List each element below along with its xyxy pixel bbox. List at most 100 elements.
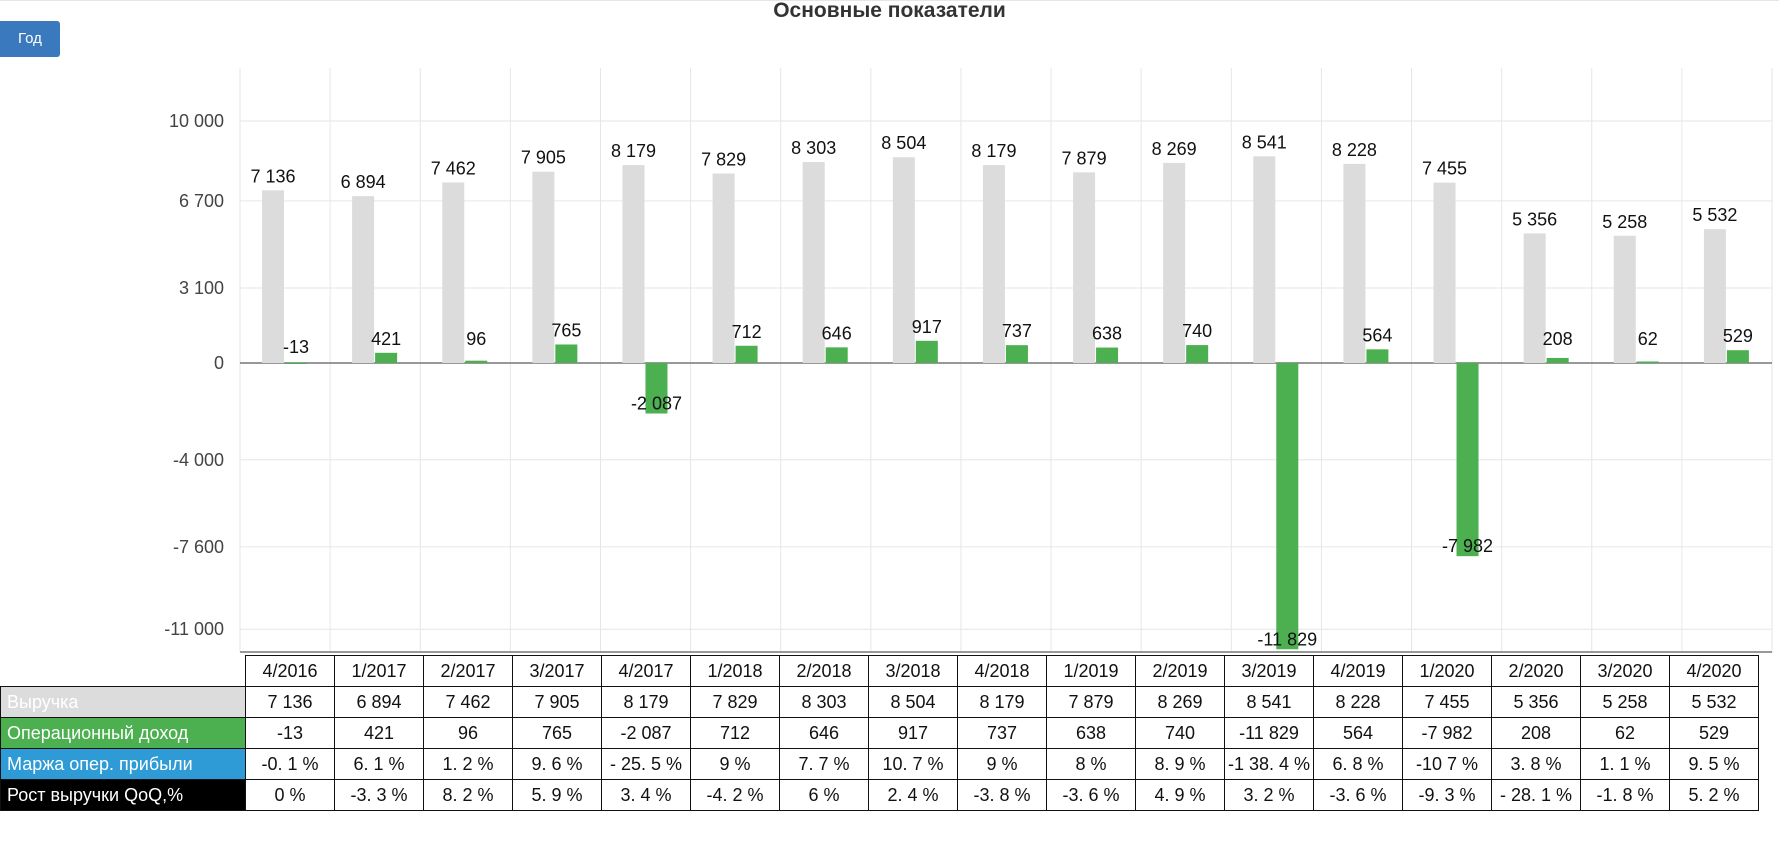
table-cell: -9. 3 %	[1402, 779, 1492, 811]
table-cell: 8 179	[957, 686, 1047, 718]
table-cell: 6. 8 %	[1313, 748, 1403, 780]
operating-income-bar	[1636, 361, 1659, 363]
operating-income-data-label: 638	[1092, 324, 1122, 344]
table-cell: - 28. 1 %	[1491, 779, 1581, 811]
table-cell: 1. 2 %	[423, 748, 513, 780]
y-tick-label: 0	[214, 353, 224, 373]
table-cell: 8 228	[1313, 686, 1403, 718]
table-cell: -3. 3 %	[334, 779, 424, 811]
table-header-cell: 4/2018	[957, 655, 1047, 687]
y-tick-label: 6 700	[179, 191, 224, 211]
table-cell: -3. 8 %	[957, 779, 1047, 811]
operating-income-bar	[1726, 350, 1749, 363]
operating-income-data-label: 646	[822, 323, 852, 343]
operating-income-data-label: -2 087	[631, 394, 682, 414]
operating-income-data-label: 740	[1182, 321, 1212, 341]
table-header-cell: 4/2016	[245, 655, 335, 687]
table-header-row: 4/2016 1/2017 2/2017 3/2017 4/2017 1/2018 2/20…	[1, 655, 1759, 687]
table-cell: 62	[1580, 717, 1670, 749]
table-cell: 8 %	[1046, 748, 1136, 780]
table-cell: - 25. 5 %	[601, 748, 691, 780]
table-cell: 8 269	[1135, 686, 1225, 718]
revenue-data-label: 7 905	[521, 148, 566, 168]
table-cell: 7 829	[690, 686, 780, 718]
revenue-data-label: 8 179	[971, 141, 1016, 161]
operating-income-data-label: 421	[371, 329, 401, 349]
table-cell: -1 38. 4 %	[1224, 748, 1314, 780]
table-cell: 9. 6 %	[512, 748, 602, 780]
table-cell: 7 879	[1046, 686, 1136, 718]
table-cell: 8 541	[1224, 686, 1314, 718]
table-cell: -13	[245, 717, 335, 749]
table-cell: 1. 1 %	[1580, 748, 1670, 780]
table-cell: 7 455	[1402, 686, 1492, 718]
revenue-data-label: 5 532	[1692, 205, 1737, 225]
revenue-bar	[892, 157, 915, 363]
table-cell: -4. 2 %	[690, 779, 780, 811]
table-row-label: Маржа опер. прибыли	[0, 748, 246, 780]
year-period-button[interactable]: Год	[0, 21, 60, 57]
revenue-bar	[982, 165, 1005, 363]
revenue-data-label: 6 894	[341, 172, 386, 192]
revenue-data-label: 8 504	[881, 133, 926, 153]
revenue-bar	[1703, 229, 1726, 363]
revenue-data-label: 7 879	[1062, 148, 1107, 168]
operating-income-data-label: 62	[1638, 329, 1658, 349]
table-header-cell: 4/2020	[1669, 655, 1759, 687]
table-cell: -11 829	[1224, 717, 1314, 749]
operating-income-data-label: -7 982	[1442, 536, 1493, 556]
revenue-bar	[532, 171, 555, 363]
revenue-bar	[1523, 233, 1546, 363]
operating-income-bar	[375, 352, 398, 363]
table-cell: 9 %	[957, 748, 1047, 780]
y-tick-label: -4 000	[173, 450, 224, 470]
table-cell: 3. 8 %	[1491, 748, 1581, 780]
revenue-bar	[712, 173, 735, 363]
revenue-data-label: 8 269	[1152, 139, 1197, 159]
data-table: 4/2016 1/2017 2/2017 3/2017 4/2017 1/2018 2/20…	[0, 655, 1759, 811]
table-cell: -2 087	[601, 717, 691, 749]
table-cell: 8. 9 %	[1135, 748, 1225, 780]
operating-income-data-label: 96	[466, 329, 486, 349]
table-cell: 208	[1491, 717, 1581, 749]
operating-income-bar	[285, 363, 307, 364]
revenue-bar	[442, 182, 465, 363]
revenue-bar	[1253, 156, 1276, 363]
revenue-bar	[622, 165, 645, 363]
table-cell: 10. 7 %	[868, 748, 958, 780]
table-header-cell: 1/2017	[334, 655, 424, 687]
table-cell: 5. 9 %	[512, 779, 602, 811]
revenue-data-label: 7 455	[1422, 159, 1467, 179]
operating-income-bar	[825, 347, 848, 363]
table-cell: -10 7 %	[1402, 748, 1492, 780]
table-row: Операционный доход -13 421 96 765 -2 087 712 64…	[0, 717, 1759, 749]
operating-income-bar	[555, 344, 578, 363]
table-cell: 2. 4 %	[868, 779, 958, 811]
table-cell: -3. 6 %	[1046, 779, 1136, 811]
table-header-cell: 3/2017	[512, 655, 602, 687]
revenue-bar	[1343, 163, 1366, 363]
table-header-cell: 1/2018	[690, 655, 780, 687]
y-tick-label: -7 600	[173, 537, 224, 557]
table-cell: 7 462	[423, 686, 513, 718]
table-header-cell: 1/2019	[1046, 655, 1136, 687]
table-header-cell: 2/2017	[423, 655, 513, 687]
operating-income-data-label: 737	[1002, 321, 1032, 341]
revenue-bar	[262, 190, 284, 363]
table-cell: -3. 6 %	[1313, 779, 1403, 811]
revenue-data-label: 7 136	[250, 166, 295, 186]
table-cell: 6 894	[334, 686, 424, 718]
table-cell: 5 532	[1669, 686, 1759, 718]
revenue-data-label: 8 303	[791, 138, 836, 158]
y-tick-label: -11 000	[164, 619, 224, 639]
table-cell: 765	[512, 717, 602, 749]
operating-income-bar	[915, 340, 938, 363]
operating-income-bar	[1096, 347, 1119, 363]
table-cell: 3. 4 %	[601, 779, 691, 811]
table-header-cell: 1/2020	[1402, 655, 1492, 687]
revenue-bar	[1163, 162, 1186, 363]
table-cell: -0. 1 %	[245, 748, 335, 780]
table-header-cell: 2/2019	[1135, 655, 1225, 687]
table-cell: 712	[690, 717, 780, 749]
operating-income-bar	[1546, 357, 1569, 363]
